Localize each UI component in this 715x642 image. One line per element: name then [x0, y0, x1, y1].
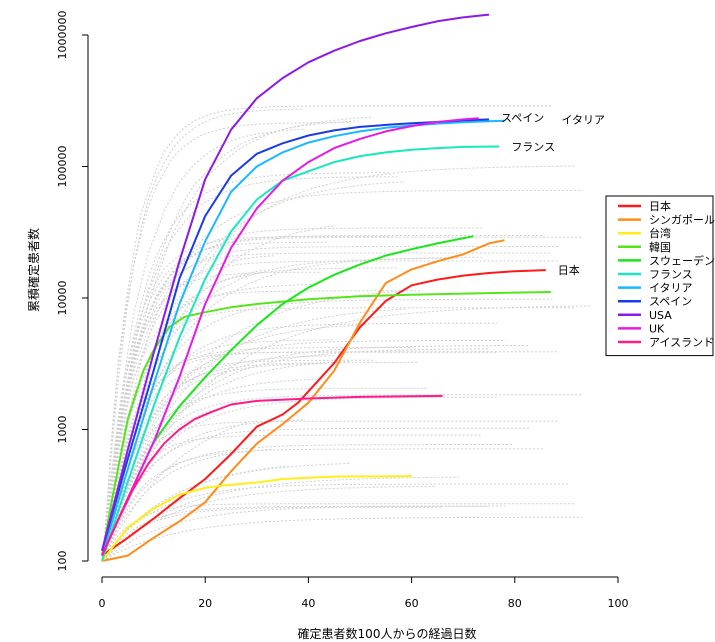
series-line-5 [101, 145, 500, 562]
background-country-line [101, 298, 553, 562]
background-country-line [101, 308, 406, 562]
background-country-line [102, 351, 559, 562]
legend-item-label: 日本 [649, 199, 671, 213]
background-country-line [103, 105, 553, 562]
background-country-line [102, 444, 513, 562]
series-line-7 [101, 118, 490, 551]
background-country-line [102, 257, 460, 562]
x-tick-label: 40 [301, 597, 315, 610]
background-country-line [103, 246, 560, 562]
background-country-line [102, 122, 351, 562]
background-country-line [101, 434, 482, 562]
y-tick-label: 1000000 [56, 11, 69, 60]
series-line-3 [101, 291, 551, 556]
background-country-line [102, 420, 251, 562]
series-line-2 [101, 475, 412, 562]
legend-item-label: フランス [649, 268, 693, 281]
background-country-line [101, 462, 351, 562]
background-country-line [103, 189, 584, 562]
y-tick-label: 100000 [56, 146, 69, 188]
axes: 0 20 40 60 80 100 100 1000 10000 100000 1000000 [56, 11, 629, 611]
series-line-4 [101, 235, 474, 557]
background-country-line [101, 255, 274, 562]
background-country-line [101, 340, 506, 562]
background-country-line [101, 165, 575, 562]
background-country-line [102, 419, 304, 562]
x-tick-label: 60 [405, 597, 419, 610]
legend-item-label: UK [649, 322, 665, 335]
background-country-line [103, 351, 498, 562]
background-country-line [101, 322, 497, 562]
background-country-line [102, 420, 559, 562]
background-country-line [102, 176, 398, 562]
background-country-line [101, 241, 327, 562]
background-country-line [103, 516, 582, 562]
background-country-line [102, 505, 506, 562]
background-country-line [102, 503, 575, 562]
background-country-line [102, 172, 389, 562]
background-country-line [102, 108, 305, 562]
background-country-line [102, 347, 413, 562]
line-end-label-7: スペイン [501, 111, 544, 124]
legend-item-label: アイスランド [649, 336, 714, 349]
x-tick-label: 0 [99, 597, 106, 610]
background-country-line [102, 305, 590, 562]
series-line-6 [101, 119, 505, 556]
y-axis-title: 累積確定患者数 [26, 228, 41, 312]
background-country-line [101, 116, 374, 562]
y-tick-label: 100 [56, 551, 69, 572]
line-end-label-5: フランス [511, 140, 555, 153]
background-country-line [101, 427, 530, 562]
legend-item-label: イタリア [649, 282, 693, 295]
line-end-label-6: イタリア [561, 114, 605, 127]
background-country-line [102, 362, 328, 562]
legend-item-label: スウェーデン [649, 253, 715, 267]
background-country-line [102, 256, 483, 562]
background-country-line [102, 120, 359, 562]
background-country-line [102, 394, 584, 562]
legend-item-label: スペイン [649, 295, 692, 308]
background-country-line [102, 506, 443, 562]
background-country-line [102, 355, 336, 562]
series-line-10 [101, 394, 443, 557]
background-country-line [101, 448, 273, 562]
series-line-8 [101, 13, 490, 551]
background-country-line [102, 271, 320, 562]
background-country-line [102, 290, 421, 562]
background-country-line [102, 387, 429, 562]
background-country-lines [101, 105, 590, 562]
background-country-line [101, 483, 568, 562]
background-country-line [102, 267, 398, 562]
background-country-line [102, 227, 483, 562]
background-country-line [103, 339, 336, 562]
legend-item-label: シンガポール [649, 214, 715, 227]
background-country-line [102, 252, 553, 562]
series-line-0 [101, 269, 546, 557]
line-end-label-0: 日本 [558, 263, 580, 277]
background-country-line [102, 128, 305, 562]
background-country-line [101, 236, 583, 562]
series-line-1 [101, 239, 505, 562]
series-lines [101, 13, 551, 562]
series-line-9 [101, 117, 479, 557]
background-country-line [101, 290, 405, 562]
x-tick-label: 100 [608, 597, 629, 610]
background-country-line [101, 359, 373, 562]
x-axis-title: 確定患者数100人からの経過日数 [298, 626, 477, 641]
y-tick-label: 10000 [56, 281, 69, 316]
background-country-line [102, 485, 436, 562]
background-country-line [102, 360, 351, 562]
legend: 日本シンガポール台湾韓国スウェーデンフランスイタリアスペインUSAUKアイスラン… [605, 195, 715, 357]
background-country-line [102, 361, 420, 562]
background-country-line [102, 476, 459, 562]
legend-item-label: 韓国 [649, 241, 671, 254]
background-country-line [102, 345, 530, 562]
legend-item-label: USA [649, 309, 672, 322]
y-tick-label: 1000 [56, 416, 69, 444]
x-tick-label: 20 [198, 597, 212, 610]
legend-item-label: 台湾 [649, 226, 671, 240]
x-tick-label: 80 [508, 597, 522, 610]
